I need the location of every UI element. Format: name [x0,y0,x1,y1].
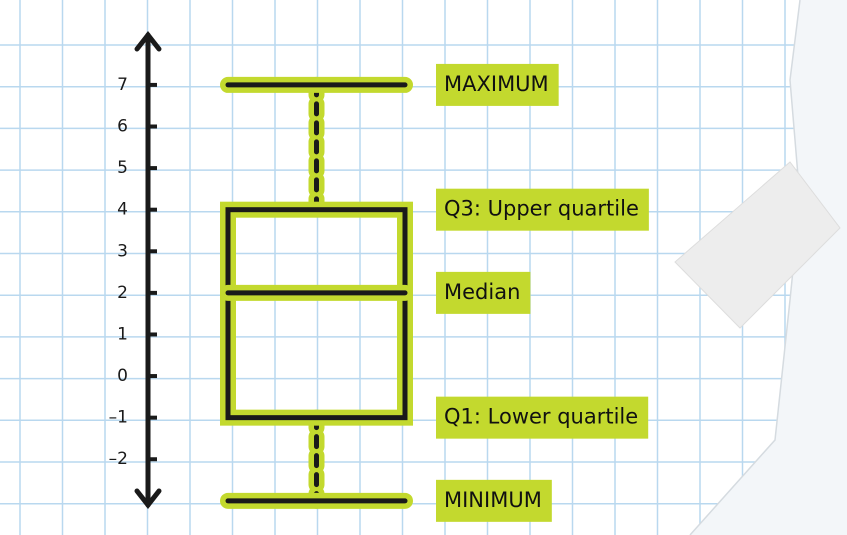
annotation: MAXIMUM [444,72,549,96]
plot: 7 6 5 4 3 2 1 0 –1 –2 MAXIMUM Q3: Upper quartile Med… [109,30,649,522]
annotation: Median [444,280,520,304]
label-box [436,479,552,522]
annotation: Q1: Lower quartile [444,405,638,429]
y-tick-label: 0 [117,366,128,386]
axis-arrow [134,30,162,52]
label-box [436,63,559,106]
y-tick-label: 1 [117,324,128,344]
y-tick-label: –1 [109,408,128,428]
label-box [436,188,649,231]
y-tick-label: –2 [109,449,128,469]
y-tick-label: 4 [117,200,128,220]
y-tick-label: 3 [117,241,128,261]
annotation: Q3: Upper quartile [444,197,639,221]
axis-arrow [134,488,162,510]
torn-edge [690,0,847,535]
tape [674,161,841,329]
annotation: MINIMUM [444,488,542,512]
y-tick-label: 7 [117,75,128,95]
y-tick-label: 2 [117,283,128,303]
y-tick-label: 6 [117,117,128,137]
box [225,207,408,421]
label-box [436,396,649,439]
label-box [436,271,531,314]
y-tick-label: 5 [117,158,128,178]
